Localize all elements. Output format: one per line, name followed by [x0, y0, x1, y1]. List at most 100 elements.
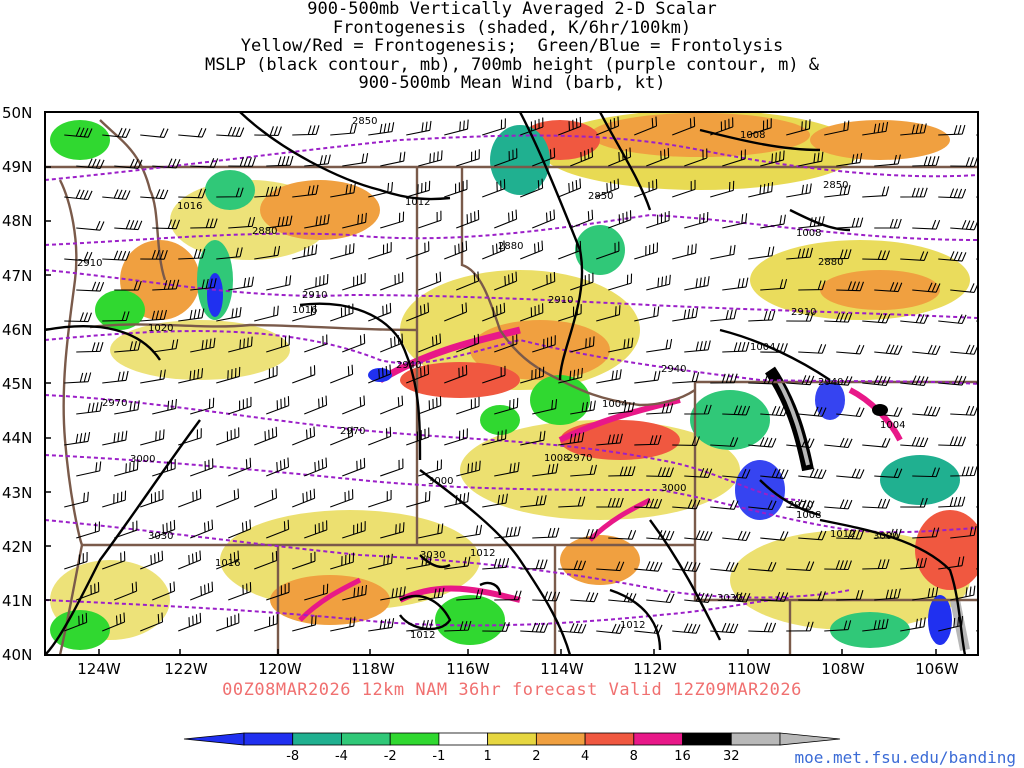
lat-label-48N: 48N: [2, 212, 32, 230]
wind-barb: [266, 215, 293, 229]
height-label: 2970: [567, 453, 592, 464]
wind-barb: [304, 520, 328, 539]
wind-barb: [178, 489, 202, 508]
wind-barb: [216, 306, 242, 322]
pressure-label: 1012: [620, 620, 645, 631]
wind-barb: [254, 614, 278, 632]
wind-barb: [342, 273, 366, 291]
wind-barb: [444, 240, 468, 260]
wind-barb: [228, 582, 252, 601]
wind-barb: [76, 342, 104, 353]
wind-barb: [986, 584, 1014, 600]
wind-barb: [190, 458, 214, 477]
height-label: 2940: [818, 377, 843, 388]
wind-barb: [380, 211, 405, 229]
wind-barb: [672, 561, 701, 573]
wind-barb: [722, 213, 748, 229]
latitude-axis: 50N 49N 48N 47N 46N 45N 44N 43N 42N 41N …: [2, 104, 32, 664]
wind-barb: [862, 618, 889, 632]
wind-barb: [976, 313, 978, 324]
wind-barb: [76, 461, 102, 477]
lon-label-108W: 108W: [821, 660, 865, 678]
height-label: 2850: [352, 116, 377, 127]
wind-barb: [380, 586, 406, 601]
colorbar-swatch: [730, 732, 781, 746]
wind-barb: [482, 429, 507, 446]
wind-barb: [608, 401, 635, 415]
wind-barb: [874, 154, 901, 167]
wind-barb: [722, 592, 751, 603]
wind-barb: [380, 395, 404, 415]
colorbar-label: -2: [384, 749, 397, 764]
wind-barb: [836, 217, 864, 229]
wind-barb: [178, 127, 207, 138]
wind-barb: [798, 151, 824, 167]
colorbar-label: -1: [432, 749, 445, 764]
wind-barb: [976, 126, 978, 136]
wind-barb: [672, 372, 700, 384]
wind-barb: [836, 281, 865, 292]
wind-barb: [76, 158, 105, 170]
wind-barb: [874, 528, 902, 539]
colorbar-label: 2: [532, 749, 540, 764]
height-label: 3030: [420, 550, 445, 561]
wind-barb: [76, 281, 105, 292]
wind-barb: [494, 397, 519, 415]
wind-barb: [558, 116, 582, 136]
wind-barb: [406, 120, 432, 136]
wind-barb: [874, 407, 903, 417]
wind-barb: [266, 457, 290, 477]
wind-barb: [760, 405, 789, 417]
wind-barb: [988, 465, 1016, 476]
height-label: 2910: [791, 307, 816, 318]
wind-barb: [646, 338, 673, 353]
wind-barb: [368, 490, 392, 508]
axis-ticks: [45, 111, 937, 655]
colorbar-label: 16: [674, 749, 691, 764]
frontogenesis-shading: [50, 112, 978, 651]
wind-barb: [292, 244, 318, 260]
colorbar-label: 32: [723, 749, 740, 764]
wind-barb: [634, 498, 663, 509]
wind-barb: [938, 556, 965, 570]
wind-barb: [456, 271, 480, 291]
wind-barb: [482, 118, 506, 136]
wind-barb: [178, 428, 202, 446]
wind-barb: [342, 395, 366, 415]
wind-barb: [798, 591, 826, 601]
wind-barb: [482, 558, 510, 570]
wind-barb: [102, 370, 129, 384]
wind-barb: [418, 523, 444, 539]
pressure-label: 1008: [796, 510, 821, 521]
wind-barb: [988, 343, 1016, 354]
wind-barb: [760, 531, 789, 541]
wind-barb: [672, 436, 700, 446]
wind-barb: [494, 271, 518, 291]
wind-barb: [532, 591, 561, 602]
wind-barb: [938, 436, 967, 447]
wind-barb: [228, 157, 256, 167]
wind-barb: [494, 461, 520, 477]
wind-barb: [368, 302, 392, 322]
wind-barb: [912, 155, 940, 167]
wind-barb: [114, 340, 141, 353]
wind-barb: [330, 364, 354, 384]
wind-barb: [342, 333, 366, 353]
wind-barb: [900, 313, 929, 324]
source-credit-link[interactable]: moe.met.fsu.edu/banding: [794, 748, 1016, 767]
wind-barb: [228, 519, 252, 539]
lat-label-43N: 43N: [2, 484, 32, 502]
pressure-label: 1008: [796, 228, 821, 239]
wind-barb: [684, 530, 713, 541]
wind-barb: [684, 212, 709, 229]
wind-barb: [798, 530, 827, 541]
wind-barb: [76, 582, 100, 601]
pressure-contours: [45, 112, 967, 655]
wind-barb: [836, 153, 863, 167]
wind-barb: [140, 189, 169, 200]
lon-label-124W: 124W: [77, 660, 121, 678]
lon-label-112W: 112W: [633, 660, 677, 678]
wind-barb: [646, 211, 670, 229]
wind-barb: [748, 118, 772, 136]
wind-barb: [266, 582, 290, 601]
